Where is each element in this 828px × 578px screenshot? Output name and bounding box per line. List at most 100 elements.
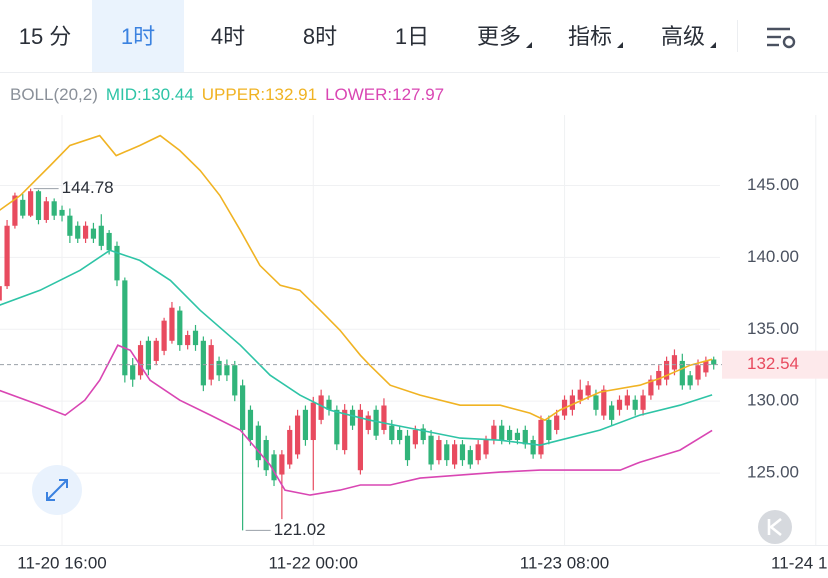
- candle-body: [349, 409, 356, 426]
- candle-body: [318, 395, 324, 420]
- candle-body: [247, 409, 254, 441]
- tab-label[interactable]: 1日: [395, 24, 429, 49]
- candle-body: [130, 365, 136, 380]
- candle-body: [569, 395, 575, 410]
- k-icon: [767, 517, 782, 537]
- candle-body: [122, 280, 128, 376]
- candle-body: [601, 389, 607, 416]
- candle-body: [59, 209, 65, 216]
- legend-entry: BOLL(20,2): [10, 85, 98, 104]
- candle-body: [294, 415, 301, 455]
- tab-label[interactable]: 15 分: [19, 24, 72, 49]
- candle-body: [326, 399, 332, 410]
- expand-button[interactable]: [32, 465, 82, 515]
- candle-body: [177, 310, 183, 346]
- candle-body: [114, 245, 120, 281]
- candle-body: [51, 201, 57, 216]
- selected-tab-bg: [92, 0, 184, 72]
- candle-body: [106, 232, 112, 251]
- y-tick-label: 125.00: [747, 463, 799, 482]
- tab-label[interactable]: 更多: [477, 24, 521, 49]
- candle-body: [287, 429, 293, 465]
- candle-body: [263, 440, 269, 471]
- legend-entry: UPPER:132.91: [202, 85, 317, 104]
- settings-icon[interactable]: [767, 27, 796, 49]
- candle-body: [389, 425, 395, 441]
- tab-bar: 15 分 1时 4时 8时 1日 更多 指标 高级: [19, 24, 716, 49]
- candle-body: [640, 395, 646, 410]
- tab-label[interactable]: 8时: [303, 24, 337, 49]
- candle-body: [648, 379, 654, 396]
- candle-body: [271, 454, 277, 481]
- candle-body: [467, 450, 473, 465]
- y-tick-label: 140.00: [747, 247, 799, 266]
- candle-body: [664, 360, 670, 380]
- candle-body: [499, 425, 505, 441]
- candle-body: [216, 360, 222, 376]
- candle-body: [538, 419, 544, 455]
- candle-body: [695, 365, 701, 380]
- band-line: [0, 134, 713, 422]
- candle-body: [67, 215, 73, 236]
- candle-body: [616, 399, 623, 410]
- candle-body: [208, 345, 214, 380]
- tab-label[interactable]: 高级: [661, 24, 705, 49]
- tab-label[interactable]: 4时: [211, 24, 245, 49]
- candle-body: [679, 360, 685, 386]
- candle-body: [224, 365, 230, 376]
- candle-body: [161, 320, 167, 351]
- candle-body: [334, 409, 340, 445]
- candle-body: [43, 201, 49, 220]
- dropdown-caret: [526, 42, 532, 48]
- candle-body: [20, 199, 26, 216]
- expand-icon: [46, 479, 68, 501]
- candle-body: [4, 225, 10, 287]
- candle-body: [687, 375, 693, 386]
- candle-body: [514, 432, 521, 441]
- candle-body: [530, 440, 536, 455]
- candle-body: [153, 340, 159, 361]
- x-tick-label: 11-20 16:00: [17, 553, 106, 572]
- k-circle: [758, 510, 792, 544]
- legend-entry: MID:130.44: [106, 85, 194, 104]
- candle-body: [192, 330, 199, 346]
- candle-body: [491, 425, 497, 441]
- candle-body: [137, 345, 144, 376]
- tab-label[interactable]: 指标: [568, 24, 612, 49]
- legend-entry: LOWER:127.97: [325, 85, 444, 104]
- candle-body: [75, 225, 81, 239]
- candle-body: [593, 395, 599, 410]
- candle-body: [483, 440, 489, 455]
- candle-body: [12, 195, 18, 226]
- candle-body: [459, 444, 466, 461]
- icon-gear: [782, 35, 796, 49]
- candle-body: [310, 402, 316, 441]
- candle-body: [365, 415, 371, 430]
- last-price-box: [722, 350, 828, 379]
- candle-body: [82, 225, 89, 239]
- candle-body: [279, 454, 285, 475]
- x-tick-label: 11-24 16:00: [771, 553, 828, 572]
- annotation-label: 144.78: [62, 178, 114, 197]
- candle-body: [302, 409, 309, 441]
- candle-body: [28, 191, 34, 216]
- candle-body: [342, 409, 348, 451]
- candle-body: [397, 429, 403, 441]
- plot-area: BOLL(20,2) MID:130.44 UPPER:132.91 LOWER:12…: [0, 85, 828, 572]
- y-tick-label: 130.00: [747, 391, 799, 410]
- candle-body: [404, 435, 411, 461]
- k-button[interactable]: [758, 510, 792, 544]
- candle-body: [436, 440, 442, 461]
- tab-label[interactable]: 1时: [121, 24, 155, 49]
- candle-body: [412, 429, 418, 445]
- candle-body: [98, 225, 104, 246]
- candle-body: [632, 399, 638, 410]
- indicator-legend: BOLL(20,2) MID:130.44 UPPER:132.91 LOWER:12…: [10, 85, 444, 104]
- candle-body: [35, 191, 42, 220]
- dropdown-caret: [710, 42, 716, 48]
- candle-body: [357, 409, 363, 471]
- candle-body: [169, 307, 175, 341]
- candle-body: [452, 444, 458, 465]
- candle-body: [585, 385, 591, 396]
